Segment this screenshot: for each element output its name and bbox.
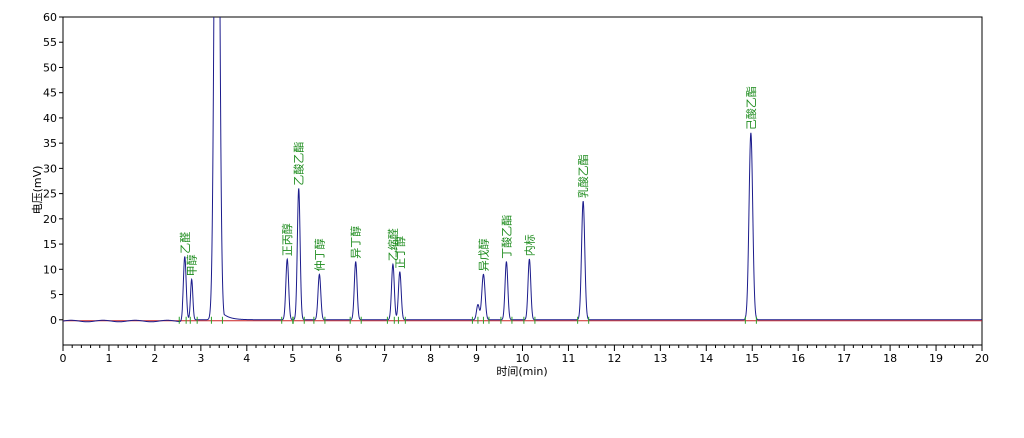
y-tick-label: 35 [43, 137, 57, 150]
y-tick-label: 30 [43, 162, 57, 175]
peak-label: 丁酸乙酯 [499, 215, 513, 259]
x-tick-label: 13 [653, 352, 667, 365]
chromatogram-trace [63, 17, 982, 323]
peak-label: 异戊醇 [476, 238, 490, 271]
peak-label: 乙酸乙酯 [292, 142, 306, 186]
x-tick-label: 9 [473, 352, 480, 365]
x-tick-label: 17 [837, 352, 851, 365]
x-tick-label: 19 [929, 352, 943, 365]
y-tick-label: 20 [43, 213, 57, 226]
peak-label: 异丁醇 [349, 226, 363, 259]
x-tick-label: 18 [883, 352, 897, 365]
peak-label: 内标 [522, 234, 536, 256]
x-tick-label: 10 [516, 352, 530, 365]
y-tick-label: 15 [43, 238, 57, 251]
x-tick-label: 7 [381, 352, 388, 365]
y-tick-label: 25 [43, 188, 57, 201]
peak-label: 正丙醇 [280, 223, 294, 256]
y-tick-label: 45 [43, 87, 57, 100]
x-tick-label: 8 [427, 352, 434, 365]
peak-label: 乙缩醛 [386, 228, 400, 261]
x-tick-label: 20 [975, 352, 989, 365]
x-tick-label: 4 [243, 352, 250, 365]
x-tick-label: 12 [607, 352, 621, 365]
y-tick-label: 60 [43, 11, 57, 24]
y-tick-label: 40 [43, 112, 57, 125]
x-tick-label: 1 [105, 352, 112, 365]
x-tick-label: 6 [335, 352, 342, 365]
y-tick-label: 50 [43, 61, 57, 74]
y-tick-label: 5 [50, 289, 57, 302]
x-axis-title: 时间(min) [496, 365, 547, 378]
peak-label: 甲醇 [185, 254, 199, 276]
y-tick-label: 55 [43, 36, 57, 49]
peak-label: 仲丁醇 [312, 238, 326, 271]
y-axis-title: 电压(mV) [31, 166, 44, 215]
peak-label: 正丁醇 [393, 236, 407, 269]
x-tick-label: 15 [745, 352, 759, 365]
x-tick-label: 16 [791, 352, 805, 365]
x-tick-label: 3 [197, 352, 204, 365]
plot-frame [62, 16, 983, 346]
peak-label: 己酸乙酯 [744, 86, 758, 130]
x-tick-label: 0 [60, 352, 67, 365]
y-tick-label: 10 [43, 263, 57, 276]
y-tick-label: 0 [50, 314, 57, 327]
peak-label: 乳酸乙酯 [576, 154, 590, 198]
x-tick-label: 5 [289, 352, 296, 365]
peak-label: 乙醛 [178, 232, 192, 254]
x-tick-label: 2 [151, 352, 158, 365]
x-tick-label: 11 [561, 352, 575, 365]
x-tick-label: 14 [699, 352, 713, 365]
